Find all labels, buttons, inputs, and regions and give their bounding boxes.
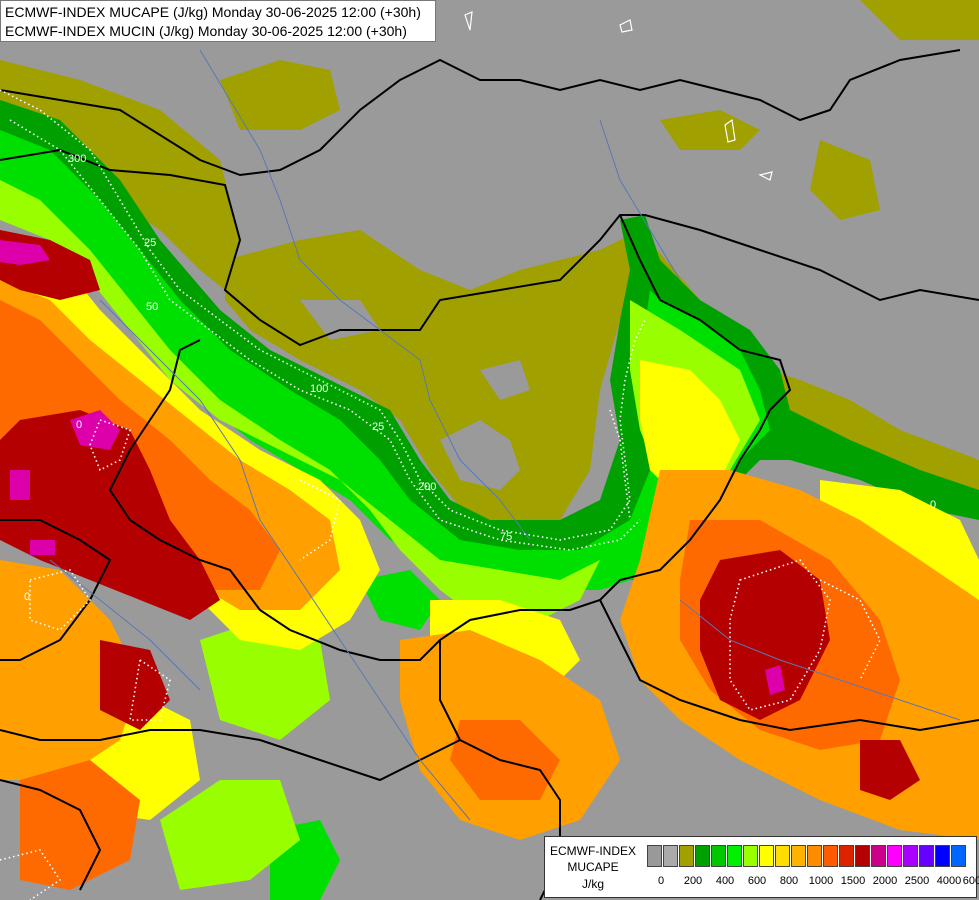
contour-label: 200	[418, 481, 436, 493]
legend-unit: J/kg	[581, 877, 604, 891]
legend-swatch	[935, 845, 950, 867]
contour-label: 50	[146, 301, 158, 313]
legend-swatch	[839, 845, 854, 867]
legend-swatch	[775, 845, 790, 867]
legend-swatch	[903, 845, 918, 867]
legend-tick-label: 1000	[808, 875, 834, 887]
legend-swatch	[743, 845, 758, 867]
legend-swatch	[727, 845, 742, 867]
legend-tick-label: 1500	[840, 875, 866, 887]
legend-swatch	[711, 845, 726, 867]
legend-tick-label: 2500	[904, 875, 930, 887]
legend-swatch	[951, 845, 966, 867]
contour-label: 300	[68, 153, 86, 165]
legend-swatch	[791, 845, 806, 867]
legend-tick-label: 2000	[872, 875, 898, 887]
mucape-title: ECMWF-INDEX MUCAPE (J/kg) Monday 30-06-2…	[5, 4, 421, 20]
legend-source: ECMWF-INDEX	[550, 844, 636, 858]
legend-swatch	[871, 845, 886, 867]
legend-tick-label: 600	[747, 875, 767, 887]
mucin-contour-labels: 300 25 50 100 25 200 75 0 0 0	[24, 153, 936, 603]
legend-swatches	[647, 845, 967, 867]
legend-variable: MUCAPE	[567, 860, 619, 874]
legend-swatch	[887, 845, 902, 867]
legend-tick-label: 4000	[936, 875, 962, 887]
legend-swatch	[807, 845, 822, 867]
contour-label: 75	[500, 531, 512, 543]
legend-swatch	[919, 845, 934, 867]
legend-tick-label: 0	[657, 875, 665, 887]
legend-tick-label: 400	[715, 875, 735, 887]
dark-red-zone	[0, 230, 920, 800]
legend-swatch	[855, 845, 870, 867]
legend-swatch	[679, 845, 694, 867]
contour-label: 0	[76, 419, 82, 431]
color-legend: ECMWF-INDEX MUCAPE J/kg 0 200 400 600 800 100…	[544, 836, 979, 898]
legend-ticks: 0 200 400 600 800 1000 1500 2000 2500 40006000	[647, 875, 979, 891]
legend-tick-label: 6000	[962, 875, 979, 887]
legend-swatch	[823, 845, 838, 867]
rivers	[49, 49, 961, 821]
magenta-hotspots	[0, 240, 785, 695]
low-cape-olive-zones	[0, 0, 979, 530]
lake-outlines	[464, 11, 773, 181]
mucin-title: ECMWF-INDEX MUCIN (J/kg) Monday 30-06-20…	[5, 23, 407, 39]
country-borders	[0, 49, 979, 900]
mucin-dotted-contours	[0, 89, 881, 900]
legend-swatch	[759, 845, 774, 867]
contour-label: 0	[930, 499, 936, 511]
contour-label: 0	[24, 591, 30, 603]
map-title-box: ECMWF-INDEX MUCAPE (J/kg) Monday 30-06-2…	[0, 0, 436, 42]
legend-swatch	[647, 845, 662, 867]
legend-tick-label: 200	[683, 875, 703, 887]
grey-patches	[300, 300, 530, 490]
legend-swatch	[663, 845, 678, 867]
contour-label: 25	[372, 421, 384, 433]
legend-tick-label: 800	[779, 875, 799, 887]
contour-label: 25	[144, 237, 156, 249]
legend-swatch	[695, 845, 710, 867]
contour-label: 100	[310, 383, 328, 395]
